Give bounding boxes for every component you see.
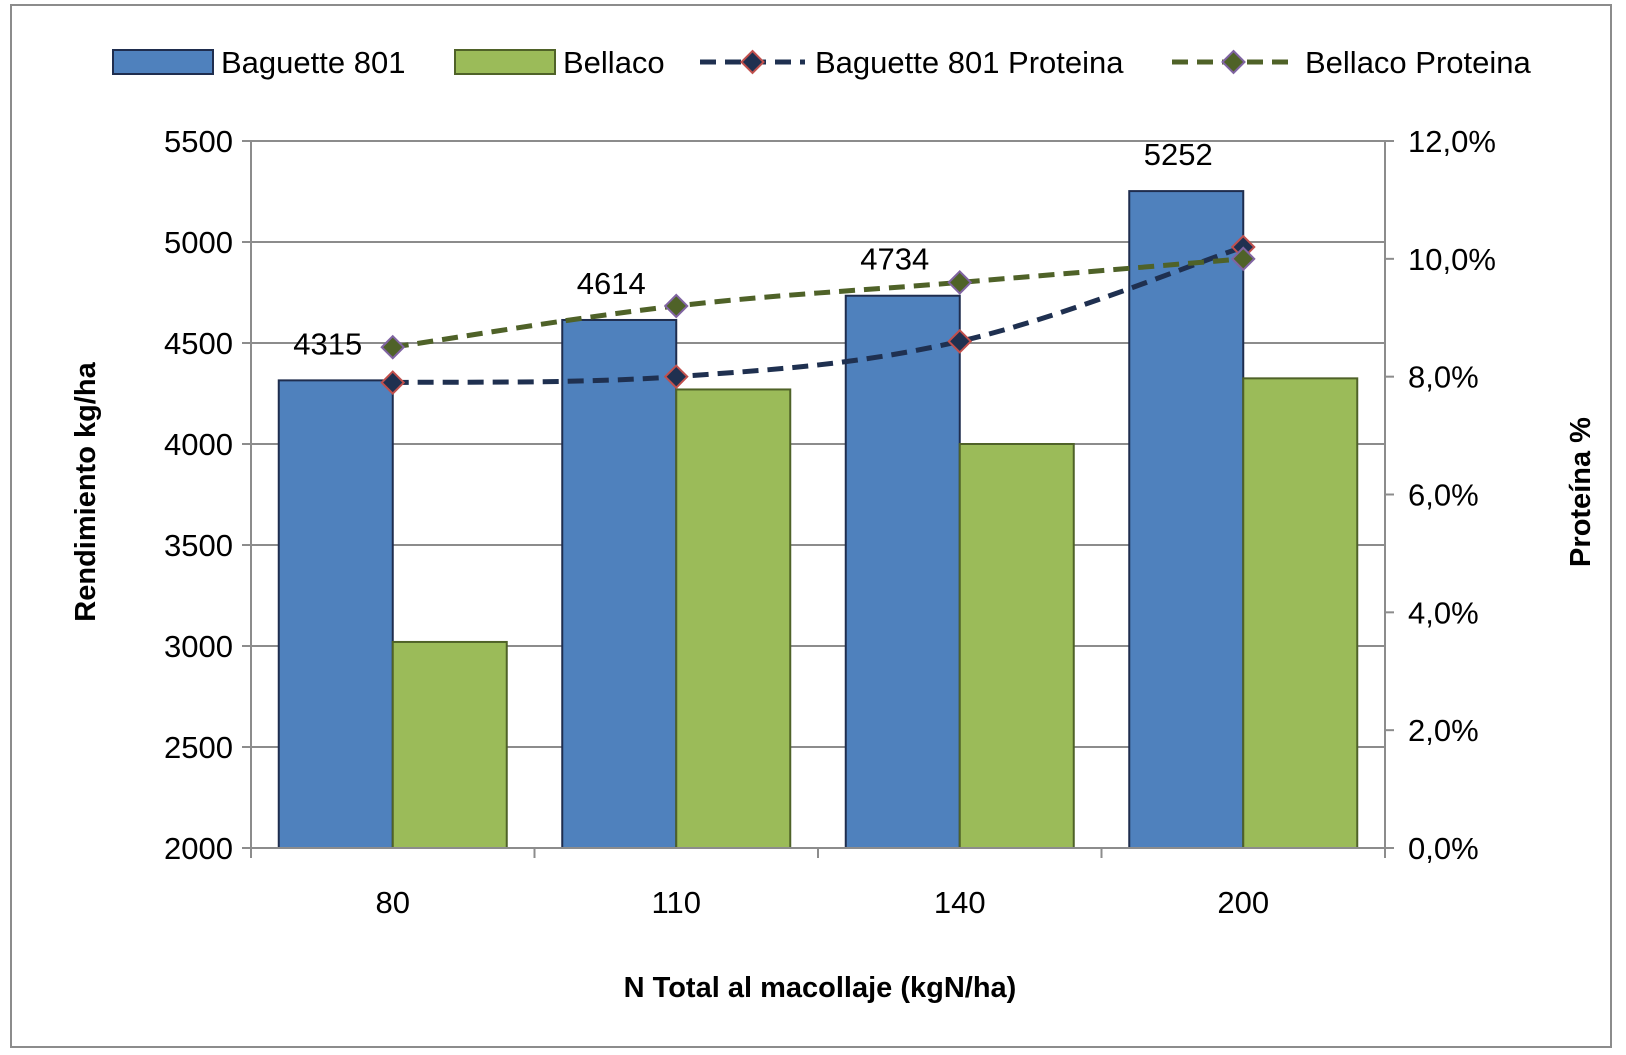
y-tick-label: 2500 xyxy=(164,730,233,765)
bar-baguette-801 xyxy=(1128,190,1245,849)
x-tick-label: 200 xyxy=(1217,885,1269,920)
y2-tick-label: 2,0% xyxy=(1408,713,1479,748)
legend-marker-bellaco-proteina xyxy=(1221,49,1246,75)
y2-tick-label: 4,0% xyxy=(1408,595,1479,630)
tick-labels: 2000 2500 3000 3500 4000 4500 5000 5500 0,0% 2,0%… xyxy=(164,124,1496,920)
axes xyxy=(242,140,1394,858)
marker-baguette-801-proteina xyxy=(663,364,689,390)
data-label: 4614 xyxy=(577,266,646,301)
legend-swatch-bellaco xyxy=(454,49,556,75)
marker-bellaco-proteina xyxy=(380,334,406,360)
y-tick-label: 3500 xyxy=(164,528,233,563)
y2-tick-label: 12,0% xyxy=(1408,124,1496,159)
y2-tick-label: 0,0% xyxy=(1408,831,1479,866)
y2-axis-title: Proteína % xyxy=(1565,417,1597,567)
bar-baguette-801 xyxy=(277,379,394,849)
x-tick-label: 110 xyxy=(652,885,701,920)
marker-baguette-801-proteina xyxy=(947,328,973,354)
data-label: 5252 xyxy=(1144,137,1213,172)
y2-tick-label: 8,0% xyxy=(1408,360,1479,395)
legend-marker-baguette-801-proteina xyxy=(740,49,765,75)
x-axis-title: N Total al macollaje (kgN/ha) xyxy=(624,972,1017,1004)
bar-baguette-801 xyxy=(561,318,678,849)
y-tick-label: 5500 xyxy=(164,124,233,159)
y2-tick-label: 10,0% xyxy=(1408,242,1496,277)
data-labels: 4315 4614 4734 5252 xyxy=(293,137,1212,361)
legend-label-bellaco-proteina: Bellaco Proteina xyxy=(1305,45,1532,80)
line-bellaco-proteina xyxy=(392,256,1244,350)
legend-label-baguette-801-proteina: Baguette 801 Proteina xyxy=(815,45,1124,80)
y-tick-label: 4500 xyxy=(164,326,233,361)
y-axis-title: Rendimiento kg/ha xyxy=(70,361,102,621)
y-tick-label: 2000 xyxy=(164,831,233,866)
line-baguette-801-proteina xyxy=(392,244,1245,386)
legend: Baguette 801 Bellaco Baguette 801 Proteina… xyxy=(112,45,1532,80)
y-tick-label: 4000 xyxy=(164,427,233,462)
x-tick-label: 80 xyxy=(376,885,410,920)
bar-bellaco xyxy=(958,443,1075,849)
marker-baguette-801-proteina xyxy=(380,370,406,395)
y-tick-label: 5000 xyxy=(164,225,233,260)
legend-swatch-baguette-801 xyxy=(112,49,214,75)
bar-bellaco xyxy=(1242,377,1359,849)
marker-bellaco-proteina xyxy=(663,293,689,319)
bars xyxy=(277,190,1359,850)
bar-bellaco xyxy=(675,388,792,849)
bar-baguette-801 xyxy=(844,294,961,849)
y2-tick-label: 6,0% xyxy=(1408,478,1479,513)
marker-bellaco-proteina xyxy=(1230,246,1256,272)
y-tick-label: 3000 xyxy=(164,629,233,664)
bar-bellaco xyxy=(391,640,508,850)
marker-bellaco-proteina xyxy=(947,269,973,295)
data-label: 4315 xyxy=(293,326,362,361)
x-tick-label: 140 xyxy=(934,885,986,920)
legend-label-baguette-801: Baguette 801 xyxy=(221,45,405,80)
data-label: 4734 xyxy=(860,242,929,277)
protein-lines xyxy=(380,234,1256,395)
legend-label-bellaco: Bellaco xyxy=(563,45,665,80)
